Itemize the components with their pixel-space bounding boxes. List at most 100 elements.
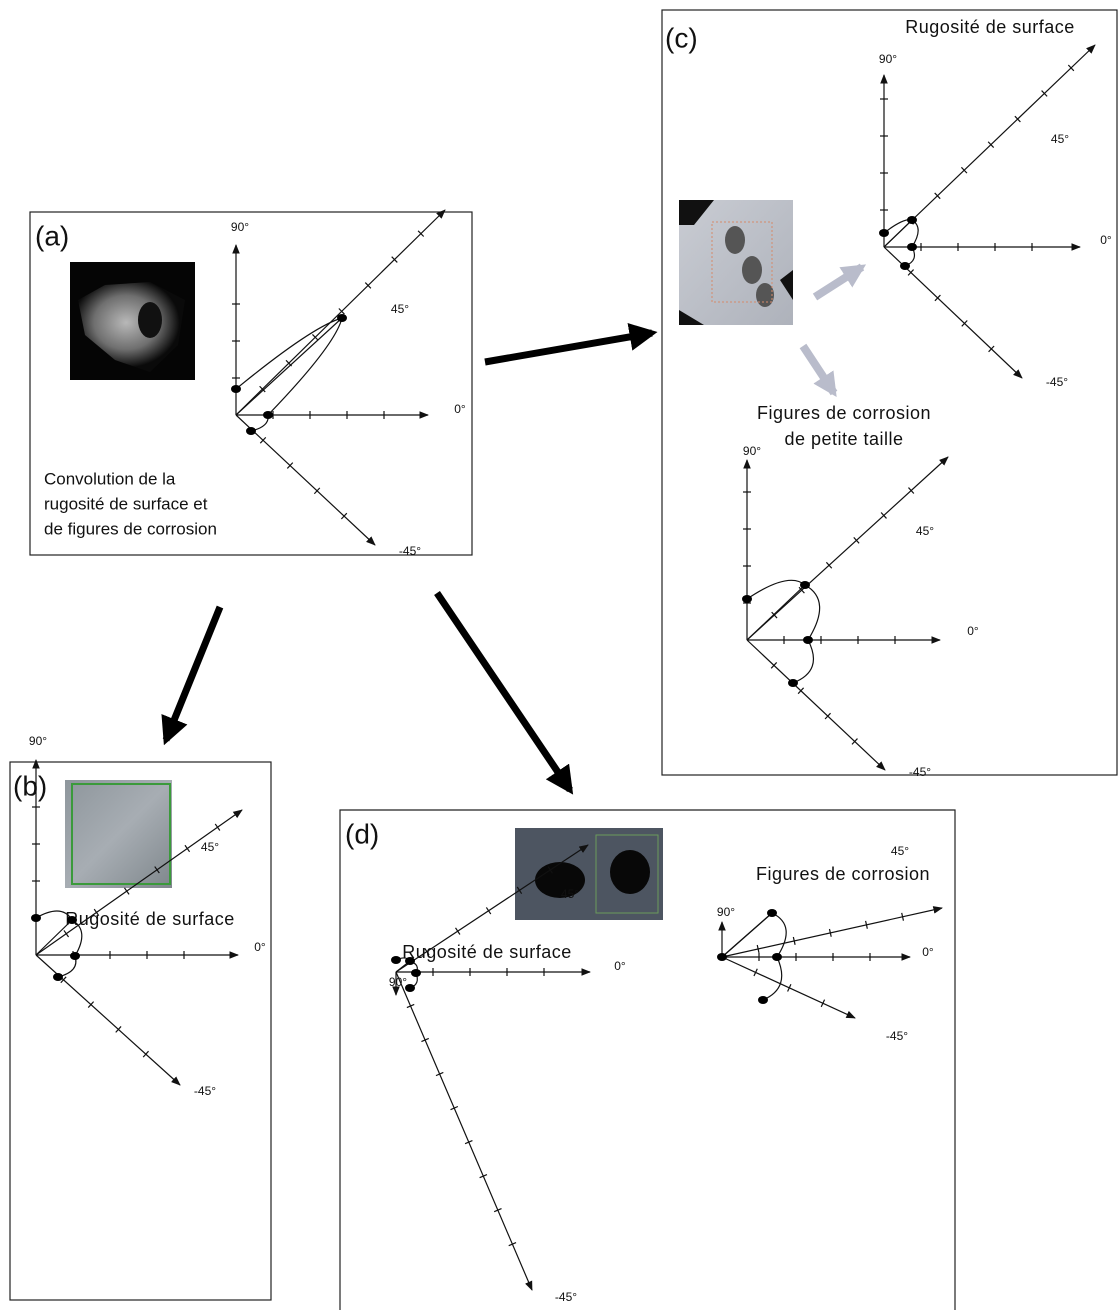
point [67, 916, 77, 924]
caption-line: rugosité de surface et [44, 494, 208, 513]
axis [721, 906, 943, 958]
axis-label: -45° [194, 1084, 216, 1098]
axis [721, 956, 856, 1019]
chord [35, 919, 73, 956]
axis-tick [406, 1003, 415, 1009]
axis [35, 809, 243, 956]
axis-tick [123, 887, 130, 895]
axis-tick [87, 1001, 95, 1008]
axis-tick [853, 537, 860, 544]
axis-tick [286, 462, 294, 469]
axis-tick [391, 256, 398, 263]
axis-label: 45° [201, 840, 219, 854]
axis-label: -45° [555, 1290, 577, 1304]
axis-tick [435, 1071, 444, 1077]
envelope-curve [395, 957, 418, 989]
axis-tick [988, 345, 995, 353]
axis-tick [828, 928, 832, 937]
flow-arrow [434, 591, 574, 795]
axis-label: 90° [29, 734, 47, 748]
axis-label: -45° [1046, 375, 1068, 389]
axis-tick [960, 166, 968, 174]
envelope-curve [721, 912, 787, 1001]
photo [679, 200, 793, 325]
axis-tick [865, 920, 868, 929]
axis-label: -45° [909, 765, 931, 779]
axis-tick [820, 999, 826, 1008]
point [717, 953, 727, 961]
axis-label: 0° [614, 959, 626, 973]
axis-tick [1067, 64, 1075, 72]
point [405, 957, 415, 965]
axis-tick [961, 320, 968, 327]
axis-tick [825, 561, 833, 569]
panel-label: (d) [345, 818, 379, 849]
chord [235, 317, 343, 416]
axis-tick [792, 936, 796, 945]
point [70, 952, 80, 960]
axis-tick [424, 947, 430, 956]
axis-tick [987, 141, 995, 148]
point [772, 953, 782, 961]
axis-tick [880, 512, 887, 519]
axis-tick [464, 1139, 473, 1145]
panel-frame [339, 809, 956, 1310]
point [231, 385, 241, 393]
axis-label: 45° [561, 887, 579, 901]
axis [746, 456, 949, 641]
axis-tick [340, 512, 348, 520]
axis-tick [508, 1242, 517, 1247]
axis [746, 639, 886, 771]
axis-tick [455, 927, 461, 935]
axis-tick [485, 907, 492, 915]
axis-tick [312, 333, 319, 341]
axis-tick [493, 1208, 502, 1213]
axis-tick [907, 269, 915, 276]
point [758, 996, 768, 1004]
point [53, 973, 63, 981]
axis-tick [1041, 90, 1048, 97]
point [405, 984, 415, 992]
axis-label: 0° [254, 940, 266, 954]
axis-tick [770, 662, 778, 669]
envelope-curve [235, 317, 343, 432]
axis [235, 209, 446, 416]
axis-tick [259, 385, 266, 393]
axis-tick [338, 308, 345, 315]
axis-tick [901, 912, 905, 921]
axis-label: -45° [399, 544, 421, 558]
axis-label: 90° [717, 905, 735, 919]
flow-arrow [799, 343, 838, 398]
axis-tick [1014, 115, 1021, 123]
axis-tick [60, 976, 67, 984]
panel-label: (b) [13, 770, 47, 801]
panel-frame [29, 211, 473, 556]
point [31, 914, 41, 922]
axis-tick [851, 738, 858, 745]
point [800, 581, 810, 589]
point [411, 969, 421, 977]
axis-tick [417, 230, 425, 237]
axis-tick [934, 294, 941, 302]
axis [883, 44, 1096, 248]
axis-label: 0° [967, 624, 979, 638]
flow-arrow [812, 263, 867, 301]
axis [235, 414, 376, 546]
axis-tick [771, 611, 778, 619]
point [907, 216, 917, 224]
point [742, 595, 752, 603]
point [879, 229, 889, 237]
point [767, 909, 777, 917]
diagram-title: de petite taille [784, 429, 903, 449]
panel-label: (a) [35, 220, 69, 251]
panel-frame [661, 9, 1118, 776]
axis-tick [753, 968, 758, 977]
diagram-title: Figures de corrosion [756, 864, 930, 884]
point [246, 427, 256, 435]
axis-tick [142, 1050, 149, 1058]
axis-label: 90° [743, 444, 761, 458]
axis-tick [450, 1105, 459, 1111]
chord [746, 584, 806, 641]
axis-tick [479, 1173, 488, 1179]
